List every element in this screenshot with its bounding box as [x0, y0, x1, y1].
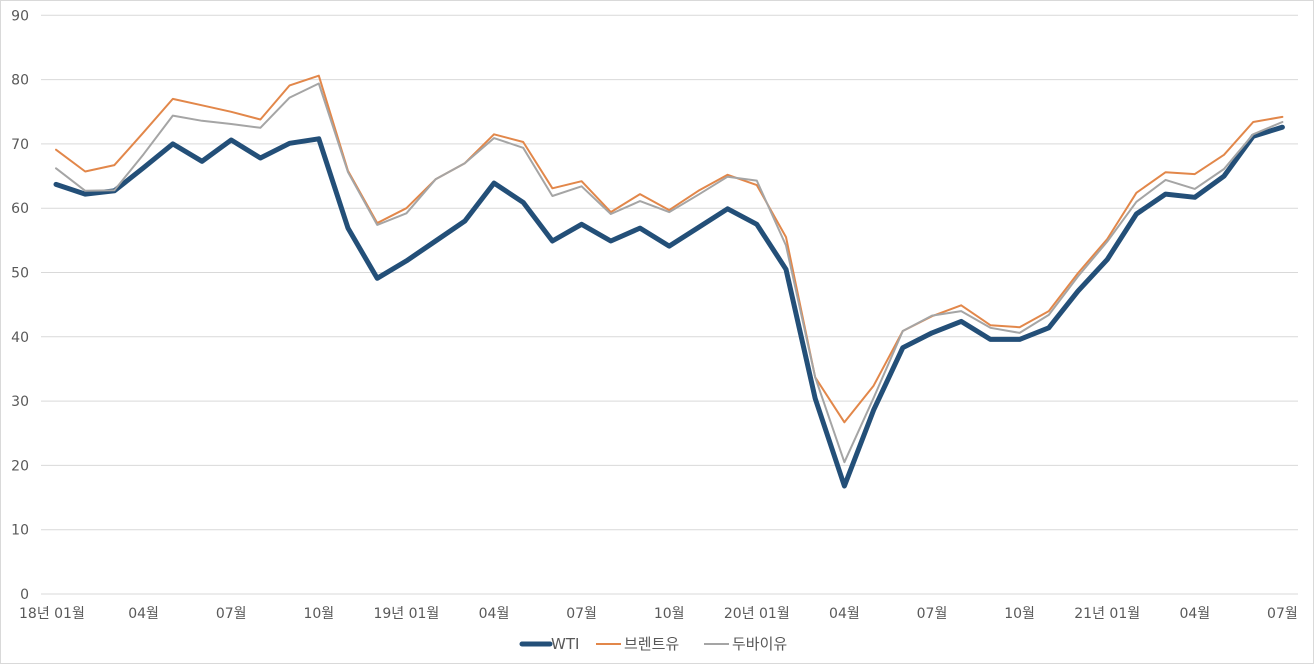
- y-tick-label: 80: [11, 73, 29, 89]
- y-tick-label: 50: [11, 266, 29, 282]
- x-tick-label: 20년 01월: [724, 606, 790, 622]
- x-tick-label: 07월: [1267, 606, 1298, 622]
- x-axis-tick-labels: 18년 01월 04월 07월 10월 19년 01월 04월 07월 10월 20년 01월 0…: [19, 606, 1298, 622]
- y-tick-label: 0: [20, 587, 29, 603]
- x-tick-label: 04월: [128, 606, 159, 622]
- series-line-1: [55, 74, 1284, 424]
- x-tick-label: 10월: [1004, 606, 1035, 622]
- y-tick-label: 20: [11, 458, 29, 474]
- x-tick-label: 04월: [1179, 606, 1210, 622]
- legend-label-wti: WTI: [551, 635, 579, 653]
- legend-label-brent: 브렌트유: [624, 635, 679, 653]
- x-tick-label: 07월: [917, 606, 948, 622]
- y-tick-label: 60: [11, 201, 29, 217]
- x-tick-label: 04월: [829, 606, 860, 622]
- x-tick-label: 07월: [566, 606, 597, 622]
- x-tick-label: 18년 01월: [19, 606, 85, 622]
- y-gridlines: [41, 14, 1298, 595]
- series-line-0: [53, 124, 1285, 489]
- y-axis-tick-labels: 0 10 20 30 40 50 60 70 80 90: [11, 8, 29, 603]
- y-tick-label: 30: [11, 394, 29, 410]
- x-tick-label: 21년 01월: [1074, 606, 1140, 622]
- y-tick-label: 40: [11, 330, 29, 346]
- x-tick-label: 10월: [303, 606, 334, 622]
- legend: WTI 브렌트유 두바이유: [519, 635, 787, 653]
- legend-label-dubai: 두바이유: [732, 635, 787, 653]
- x-tick-label: 10월: [654, 606, 685, 622]
- x-tick-label: 07월: [216, 606, 247, 622]
- series-line-2: [55, 82, 1284, 464]
- x-tick-label: 04월: [479, 606, 510, 622]
- y-tick-label: 90: [11, 8, 29, 24]
- y-tick-label: 10: [11, 523, 29, 539]
- series-lines: [53, 74, 1285, 489]
- y-tick-label: 70: [11, 137, 29, 153]
- x-tick-label: 19년 01월: [373, 606, 439, 622]
